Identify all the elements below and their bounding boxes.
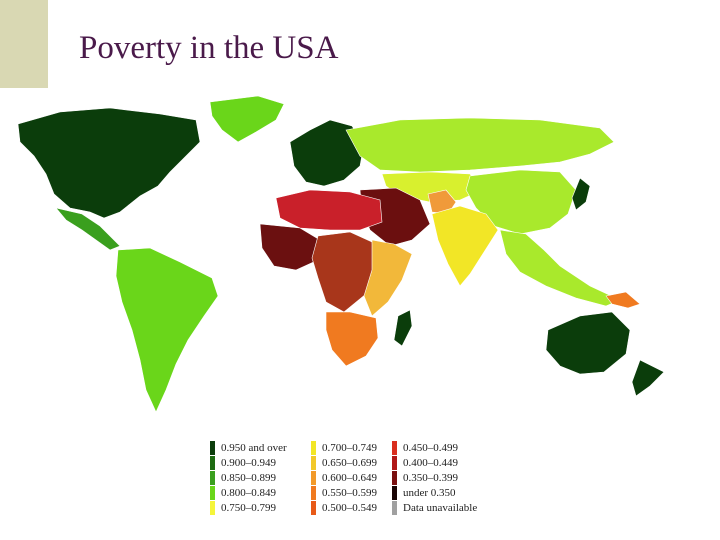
legend-item: 0.600–0.649 — [311, 470, 377, 485]
region-china — [465, 169, 577, 235]
legend-item: 0.500–0.549 — [311, 500, 377, 515]
legend-swatch — [392, 470, 397, 485]
region-north-africa — [275, 189, 383, 231]
legend-item: 0.650–0.699 — [311, 455, 377, 470]
legend-swatch — [392, 440, 397, 455]
legend-item: 0.350–0.399 — [392, 470, 477, 485]
legend-swatch — [311, 455, 316, 470]
region-russia — [345, 117, 615, 173]
legend-swatch — [210, 470, 215, 485]
region-japan — [571, 177, 591, 211]
region-madagascar — [393, 309, 413, 347]
legend-item: under 0.350 — [392, 485, 477, 500]
legend-item: 0.400–0.449 — [392, 455, 477, 470]
region-west-africa — [259, 223, 321, 271]
region-south-america — [115, 247, 219, 413]
region-central-africa — [311, 231, 377, 313]
region-southeast-asia — [499, 229, 621, 307]
region-australia — [545, 311, 631, 375]
legend-swatch — [311, 500, 316, 515]
legend-item: 0.800–0.849 — [210, 485, 287, 500]
legend-column-1: 0.950 and over 0.900–0.949 0.850–0.899 0… — [210, 440, 287, 515]
legend-swatch — [392, 500, 397, 515]
legend-swatch — [311, 440, 316, 455]
region-greenland — [209, 95, 285, 143]
region-papua-new-guinea — [605, 291, 641, 309]
legend-item: 0.700–0.749 — [311, 440, 377, 455]
legend-item: Data unavailable — [392, 500, 477, 515]
region-new-zealand — [631, 359, 665, 397]
region-southern-africa — [325, 311, 379, 367]
legend-swatch — [311, 470, 316, 485]
legend-swatch — [210, 485, 215, 500]
region-western-europe — [289, 119, 365, 187]
map-legend: 0.950 and over 0.900–0.949 0.850–0.899 0… — [210, 440, 500, 518]
legend-swatch — [311, 485, 316, 500]
legend-swatch — [392, 485, 397, 500]
legend-column-3: 0.450–0.499 0.400–0.449 0.350–0.399 unde… — [392, 440, 477, 515]
legend-swatch — [210, 455, 215, 470]
legend-swatch — [392, 455, 397, 470]
region-central-america — [55, 207, 121, 251]
legend-item: 0.550–0.599 — [311, 485, 377, 500]
world-map — [17, 95, 665, 413]
region-north-america — [17, 107, 201, 219]
legend-item: 0.450–0.499 — [392, 440, 477, 455]
region-east-africa — [363, 239, 413, 317]
region-south-asia — [431, 205, 499, 287]
legend-item: 0.900–0.949 — [210, 455, 287, 470]
legend-column-2: 0.700–0.749 0.650–0.699 0.600–0.649 0.55… — [311, 440, 377, 515]
title-accent-bar — [0, 0, 48, 88]
legend-item: 0.750–0.799 — [210, 500, 287, 515]
legend-item: 0.850–0.899 — [210, 470, 287, 485]
legend-swatch — [210, 500, 215, 515]
legend-swatch — [210, 440, 215, 455]
page-title: Poverty in the USA — [79, 30, 339, 66]
legend-item: 0.950 and over — [210, 440, 287, 455]
